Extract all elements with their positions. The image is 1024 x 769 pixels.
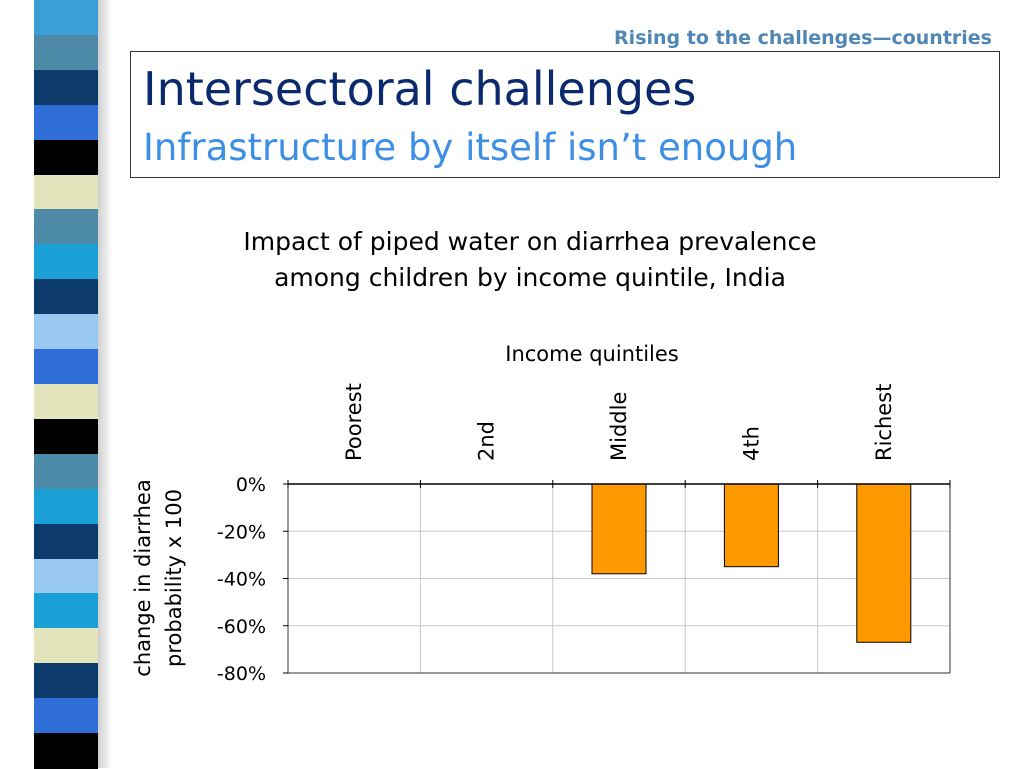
x-tick-label-richest: Richest [872,384,896,461]
decorative-stripe [34,453,98,490]
y-tick-label: -40% [217,569,266,591]
decorative-stripe [34,34,98,71]
decorative-stripe [34,314,98,351]
y-axis-label-line-1: change in diarrhea [131,479,155,676]
x-tick-label-middle: Middle [607,392,631,461]
decorative-stripe [34,139,98,176]
stripe-shadow [98,0,112,768]
decorative-stripe [34,174,98,211]
decorative-stripe [34,104,98,141]
decorative-stripe [34,733,98,769]
y-tick-label: 0% [236,474,266,496]
decorative-stripe [34,244,98,281]
decorative-stripe [34,698,98,735]
decorative-stripe [34,0,98,36]
bar-richest [856,483,912,643]
slide-subtitle: Infrastructure by itself isn’t enough [143,126,798,169]
y-axis-label-line-2: probability x 100 [162,489,186,667]
chart-title-line-2: among children by income quintile, India [274,263,786,292]
x-tick-label-4th: 4th [739,426,763,461]
decorative-stripe [34,279,98,316]
chart-plot: 0% -20% -40% -60% -80% Poorest 2nd Middle 4th Ric… [217,383,951,685]
slide-title: Intersectoral challenges [143,62,697,116]
decorative-stripe [34,558,98,595]
x-tick-label-poorest: Poorest [342,383,366,461]
decorative-stripe [34,69,98,106]
decorative-stripe [34,488,98,525]
y-tick-label: -20% [217,521,266,543]
x-tick-label-2nd: 2nd [475,421,499,461]
bar-middle [591,483,647,575]
decorative-stripe [34,593,98,630]
section-label: Rising to the challenges—countries [614,27,992,49]
decorative-stripe [34,349,98,385]
decorative-stripe [34,384,98,420]
decorative-stripe [34,663,98,700]
decorative-stripe [34,209,98,246]
bar-4th [723,483,779,568]
decorative-stripe [34,628,98,665]
decorative-stripe-bar [34,0,98,769]
decorative-stripe [34,418,98,455]
x-axis-label: Income quintiles [505,342,679,366]
chart-title: Impact of piped water on diarrhea preval… [160,224,900,296]
decorative-stripe [34,523,98,560]
y-tick-label: -60% [217,616,266,638]
y-tick-label: -80% [217,663,266,685]
chart-title-line-1: Impact of piped water on diarrhea preval… [243,227,817,256]
title-box: Intersectoral challenges Infrastructure … [130,51,1000,178]
